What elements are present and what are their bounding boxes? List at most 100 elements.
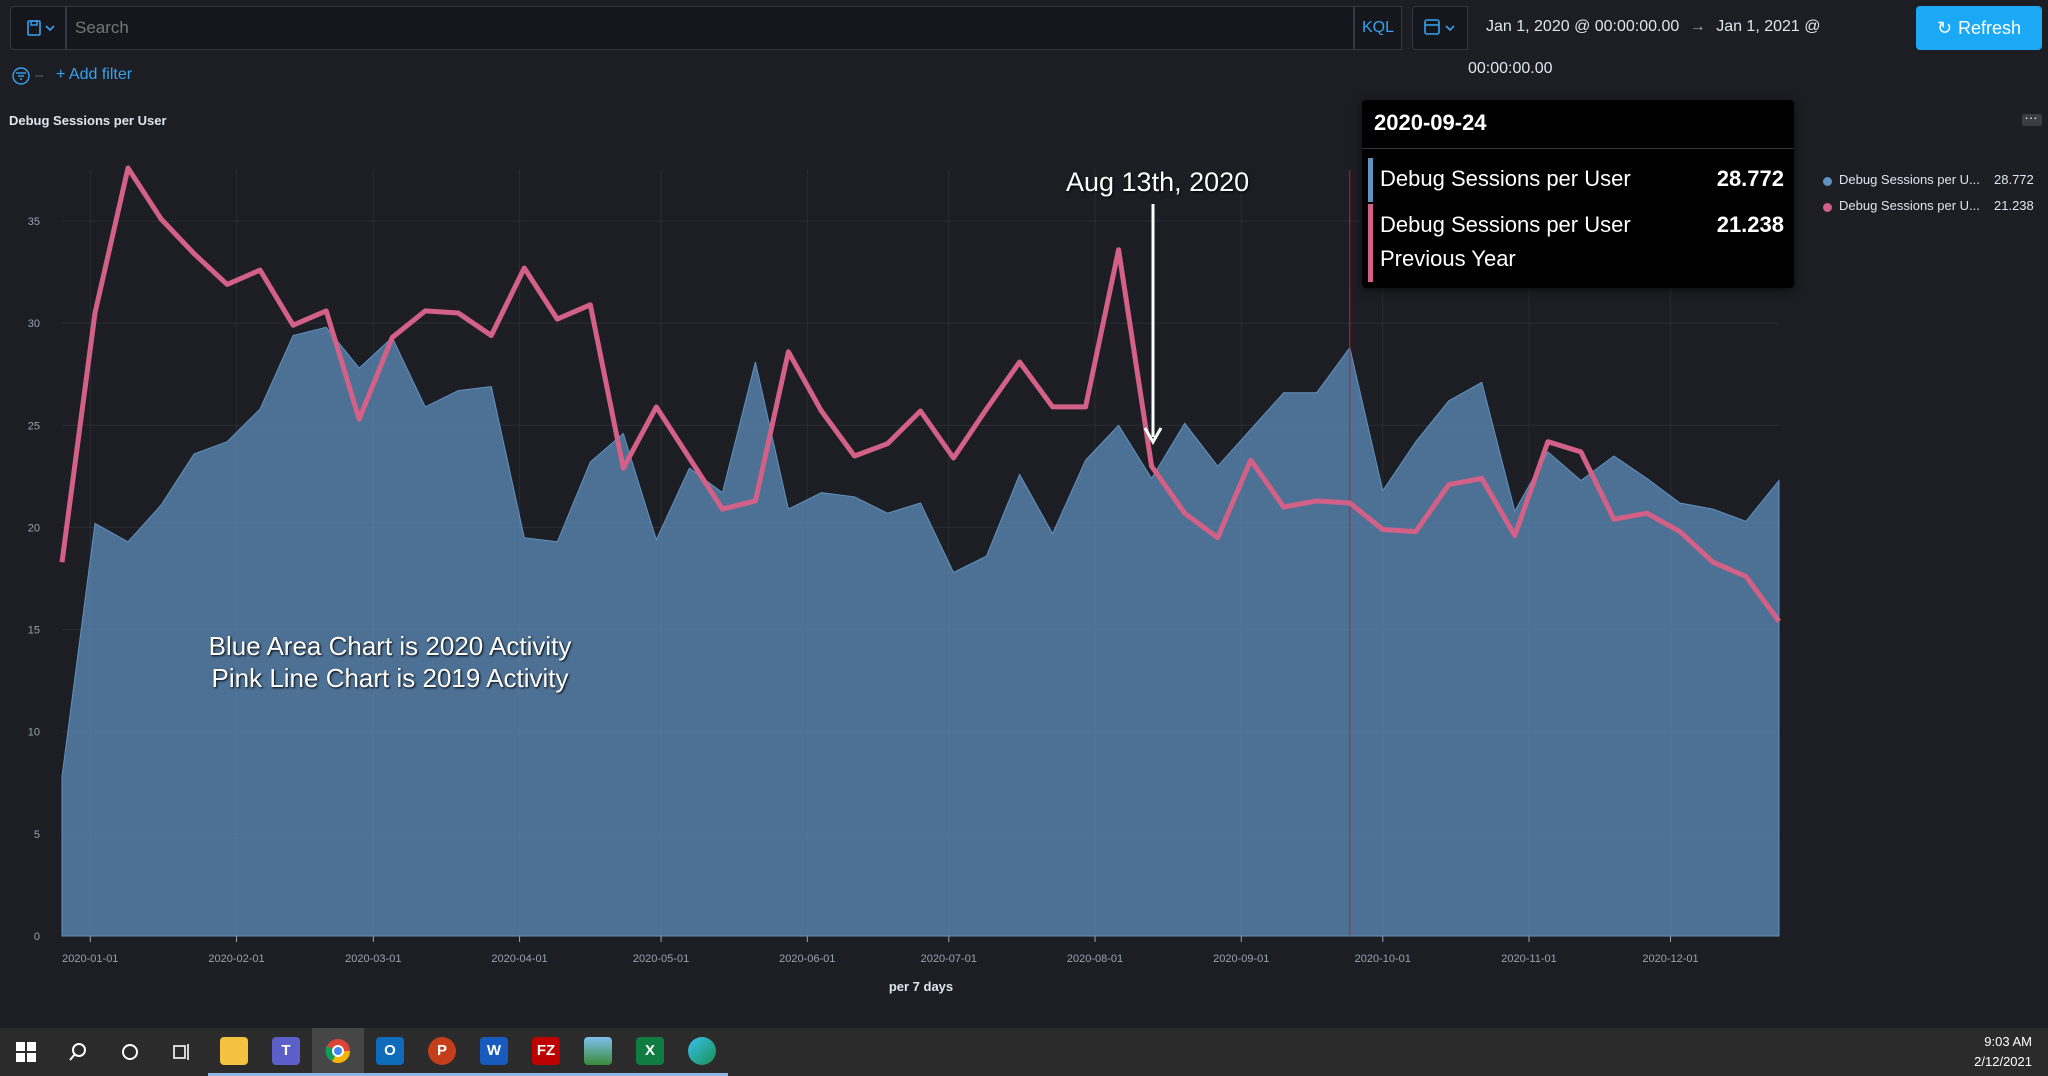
word-icon: W xyxy=(480,1036,508,1065)
series-line-points xyxy=(61,167,1780,622)
taskbar-photos[interactable] xyxy=(572,1028,624,1076)
annotation-arrow-head xyxy=(1143,427,1163,446)
taskbar-teams[interactable]: T xyxy=(260,1028,312,1076)
folder-icon xyxy=(220,1036,248,1065)
calendar-icon xyxy=(1424,19,1455,35)
annotation-explanation: Blue Area Chart is 2020 Activity Pink Li… xyxy=(190,630,590,694)
legend-value-2: 21.238 xyxy=(1994,198,2034,213)
x-axis-title: per 7 days xyxy=(889,979,953,994)
chrome-icon xyxy=(325,1038,350,1063)
taskbar-edge[interactable] xyxy=(676,1028,728,1076)
legend-item-1[interactable]: Debug Sessions per U... xyxy=(1839,172,1980,187)
x-axis: 2020-01-01 2020-02-01 2020-03-01 2020-04-01… xyxy=(62,936,1699,965)
panel-options-button[interactable]: … xyxy=(2022,106,2042,126)
x-tick-label: 2020-12-01 xyxy=(1642,953,1698,965)
y-axis: 0 5 10 15 20 25 30 35 xyxy=(28,216,40,943)
tooltip-row2-swatch xyxy=(1368,204,1373,282)
x-tick-label: 2020-10-01 xyxy=(1355,953,1411,965)
task-view-icon xyxy=(173,1044,189,1060)
outlook-icon: O xyxy=(376,1036,404,1065)
add-filter-button[interactable]: + Add filter xyxy=(56,66,133,83)
x-tick-label: 2020-02-01 xyxy=(208,953,264,965)
filezilla-icon: FZ xyxy=(532,1036,560,1065)
annotation-line-2: Pink Line Chart is 2019 Activity xyxy=(211,663,569,693)
taskbar-search-button[interactable] xyxy=(52,1028,104,1076)
taskbar-chrome[interactable] xyxy=(312,1028,364,1076)
legend-swatch-1 xyxy=(1823,177,1832,186)
task-view-button[interactable] xyxy=(156,1028,208,1076)
x-tick-label: 2020-03-01 xyxy=(345,953,401,965)
tooltip-row1-swatch xyxy=(1368,158,1373,202)
edge-icon xyxy=(688,1036,716,1065)
query-bar: KQL Jan 1, 2020 @ 00:00:00.00 → Jan 1, 2… xyxy=(0,0,2048,77)
x-tick-label: 2020-01-01 xyxy=(62,953,118,965)
y-tick-label: 0 xyxy=(34,931,40,943)
x-tick-label: 2020-11-01 xyxy=(1501,953,1556,965)
annotation-line-1: Blue Area Chart is 2020 Activity xyxy=(208,631,572,661)
x-tick-label: 2020-05-01 xyxy=(633,953,689,965)
taskbar-file-explorer[interactable] xyxy=(208,1028,260,1076)
date-start[interactable]: Jan 1, 2020 @ 00:00:00.00 xyxy=(1486,18,1680,35)
excel-icon: X xyxy=(636,1036,664,1065)
powerpoint-icon: P xyxy=(428,1036,456,1065)
refresh-button[interactable]: ↻ Refresh xyxy=(1916,6,2042,50)
search-icon xyxy=(69,1043,86,1061)
search-field[interactable] xyxy=(66,6,1354,50)
tooltip-row1-label: Debug Sessions per User xyxy=(1380,166,1631,191)
date-end[interactable]: Jan 1, 2021 @ 00:00:00.00 xyxy=(1468,18,1821,77)
taskbar-outlook[interactable]: O xyxy=(364,1028,416,1076)
system-clock[interactable]: 9:03 AM 2/12/2021 xyxy=(1974,1032,2032,1072)
y-tick-label: 5 xyxy=(34,829,40,841)
tooltip-row2-value: 21.238 xyxy=(1716,212,1784,237)
date-range-arrow: → xyxy=(1689,18,1706,35)
tooltip-date: 2020-09-24 xyxy=(1374,110,1487,135)
photos-icon xyxy=(584,1036,612,1065)
legend-item-2[interactable]: Debug Sessions per U... xyxy=(1839,198,1980,213)
y-tick-label: 25 xyxy=(28,420,40,432)
x-tick-label: 2020-06-01 xyxy=(779,953,835,965)
date-range-picker[interactable]: Jan 1, 2020 @ 00:00:00.00 → Jan 1, 2021 … xyxy=(1468,6,1908,77)
y-tick-label: 10 xyxy=(28,727,40,739)
clock-time: 9:03 AM xyxy=(1984,1034,2032,1049)
chart-legend: Debug Sessions per U... 28.772 Debug Ses… xyxy=(1820,170,2048,220)
taskbar-word[interactable]: W xyxy=(468,1028,520,1076)
date-quick-menu-button[interactable] xyxy=(1412,6,1468,50)
x-tick-label: 2020-04-01 xyxy=(491,953,547,965)
search-input[interactable] xyxy=(67,7,1353,49)
cortana-button[interactable] xyxy=(104,1028,156,1076)
start-button[interactable] xyxy=(0,1028,52,1076)
tooltip-row2-label: Debug Sessions per User Previous Year xyxy=(1380,212,1631,271)
saved-query-icon xyxy=(27,20,55,36)
refresh-label: Refresh xyxy=(1958,18,2022,38)
taskbar-excel[interactable]: X xyxy=(624,1028,676,1076)
saved-query-menu-button[interactable] xyxy=(10,6,66,50)
taskbar-filezilla[interactable]: FZ xyxy=(520,1028,572,1076)
tooltip-divider xyxy=(1362,148,1794,149)
windows-taskbar: T O P W FZ X xyxy=(0,1028,2048,1076)
x-tick-label: 2020-07-01 xyxy=(921,953,977,965)
annotation-marker-label: Aug 13th, 2020 xyxy=(1066,167,1250,197)
query-language-button[interactable]: KQL xyxy=(1354,6,1402,50)
tooltip-row1-value: 28.772 xyxy=(1716,166,1784,191)
taskbar-powerpoint[interactable]: P xyxy=(416,1028,468,1076)
teams-icon: T xyxy=(272,1036,300,1065)
filter-icon xyxy=(12,67,43,85)
series-area-points xyxy=(61,327,1780,777)
more-options-icon: … xyxy=(2024,106,2039,122)
chart-tooltip: 2020-09-24 Debug Sessions per User 28.77… xyxy=(1362,100,1794,288)
clock-date: 2/12/2021 xyxy=(1974,1054,2032,1069)
cortana-circle-icon xyxy=(122,1044,138,1060)
refresh-icon: ↻ xyxy=(1936,18,1953,38)
y-tick-label: 20 xyxy=(28,522,40,534)
y-tick-label: 30 xyxy=(28,318,40,330)
y-tick-label: 15 xyxy=(28,625,40,637)
filter-menu-button[interactable] xyxy=(10,66,50,93)
x-tick-label: 2020-09-01 xyxy=(1213,953,1269,965)
legend-value-1: 28.772 xyxy=(1994,172,2034,187)
panel-title: Debug Sessions per User xyxy=(9,113,167,128)
windows-logo-icon xyxy=(16,1042,36,1062)
y-tick-label: 35 xyxy=(28,216,40,228)
annotation-arrow xyxy=(1143,204,1163,446)
legend-swatch-2 xyxy=(1823,203,1832,212)
